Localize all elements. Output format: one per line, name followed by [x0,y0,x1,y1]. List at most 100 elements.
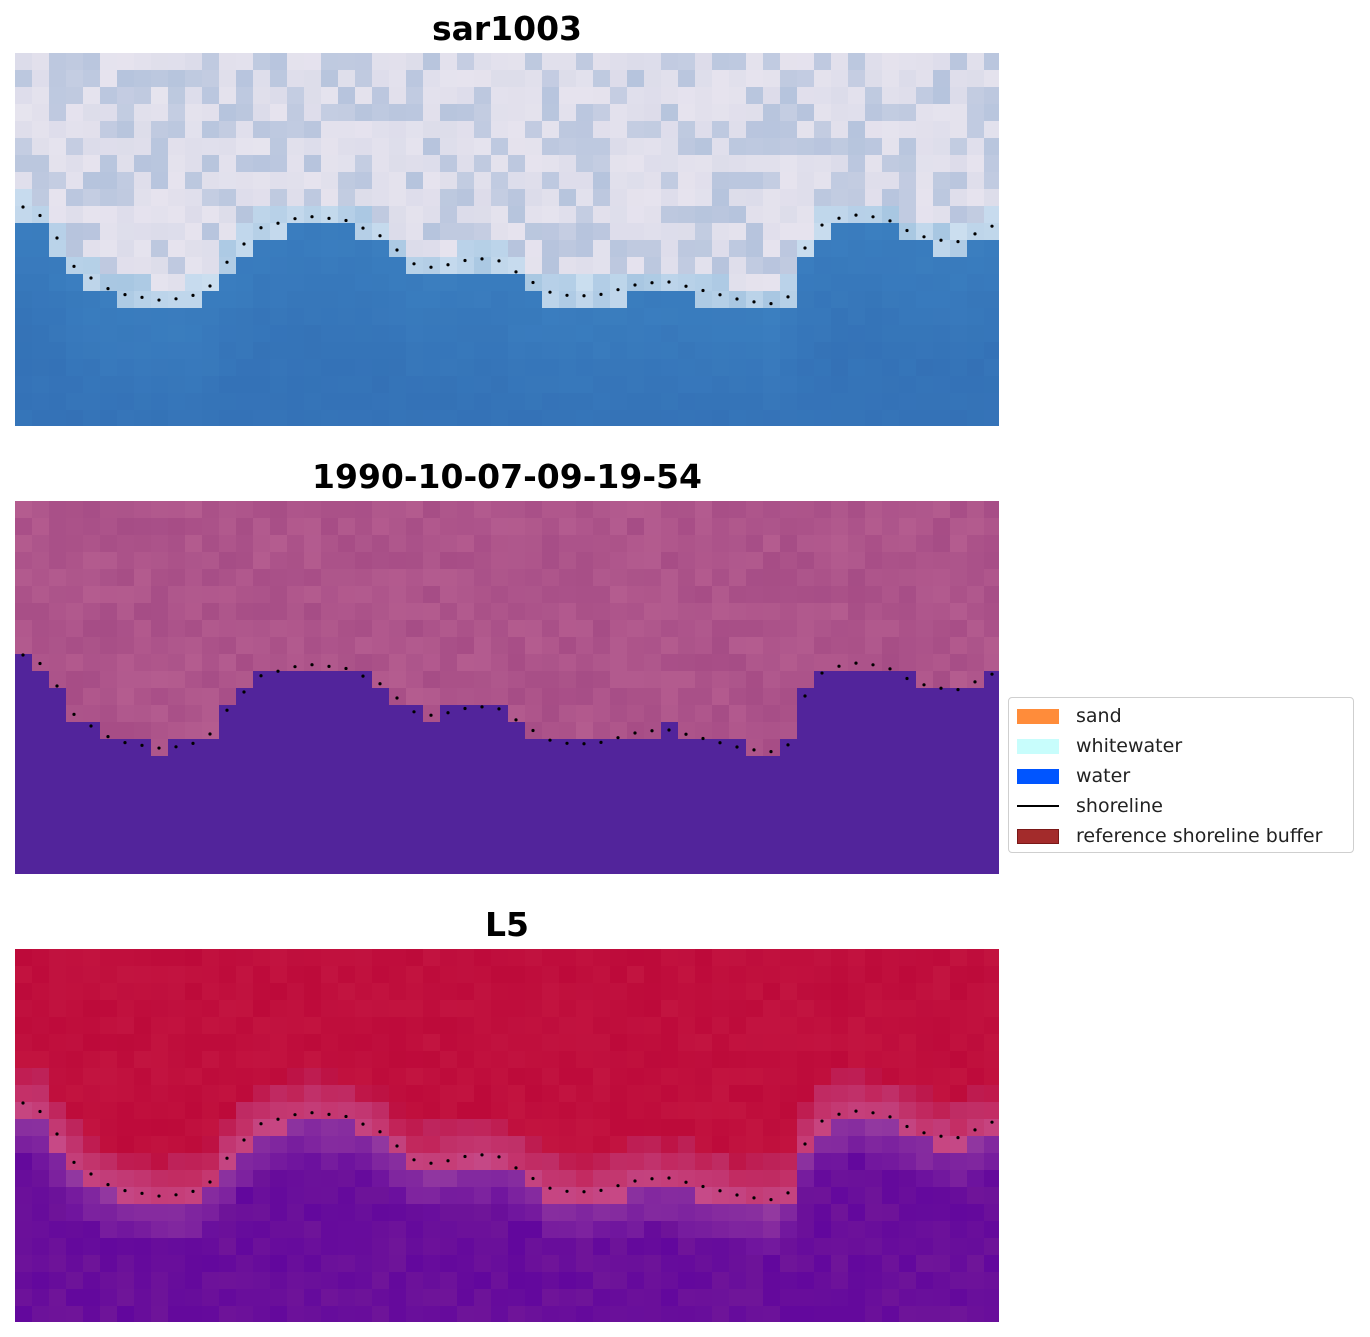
image-pixel [457,552,475,570]
image-pixel [440,790,458,808]
image-pixel [627,53,645,71]
image-pixel [270,1153,288,1171]
image-pixel [831,1085,849,1103]
image-pixel [542,325,560,343]
image-pixel [627,552,645,570]
image-pixel [780,966,798,984]
image-pixel [372,155,390,173]
image-pixel [933,376,951,394]
image-pixel [219,291,237,309]
image-pixel [933,620,951,638]
image-pixel [627,983,645,1001]
image-pixel [338,1000,356,1018]
image-pixel [100,308,118,326]
image-pixel [593,1238,611,1256]
image-pixel [542,790,560,808]
image-pixel [389,291,407,309]
image-pixel [916,535,934,553]
image-pixel [304,325,322,343]
image-pixel [338,223,356,241]
image-pixel [253,359,271,377]
image-pixel [644,1051,662,1069]
image-pixel [100,1034,118,1052]
image-pixel [253,1068,271,1086]
image-pixel [168,966,186,984]
image-pixel [117,1153,135,1171]
image-pixel [933,603,951,621]
image-pixel [644,376,662,394]
image-pixel [219,569,237,587]
image-pixel [287,359,305,377]
image-pixel [474,172,492,190]
image-pixel [831,586,849,604]
image-pixel [678,325,696,343]
image-pixel [49,1085,67,1103]
image-pixel [66,1289,84,1307]
image-pixel [491,376,509,394]
image-pixel [950,70,968,88]
image-pixel [916,756,934,774]
image-pixel [151,359,169,377]
image-pixel [627,949,645,967]
image-pixel [627,291,645,309]
image-pixel [372,1000,390,1018]
image-pixel [134,240,152,258]
image-pixel [661,308,679,326]
image-pixel [678,1017,696,1035]
image-pixel [100,1051,118,1069]
image-pixel [15,1255,33,1273]
image-pixel [644,1068,662,1086]
image-pixel [593,1306,611,1322]
image-pixel [627,257,645,275]
image-pixel [712,1051,730,1069]
image-pixel [712,807,730,825]
image-pixel [661,966,679,984]
image-pixel [984,569,999,587]
image-pixel [780,1170,798,1188]
image-pixel [661,223,679,241]
image-pixel [525,138,543,156]
image-pixel [967,569,985,587]
shoreline-point [769,302,773,306]
image-pixel [610,1136,628,1154]
image-pixel [355,949,373,967]
image-pixel [100,1136,118,1154]
image-pixel [406,858,424,874]
image-pixel [780,410,798,426]
image-pixel [865,1289,883,1307]
image-pixel [831,1068,849,1086]
image-pixel [474,1238,492,1256]
image-pixel [525,1204,543,1222]
image-pixel [253,552,271,570]
image-pixel [950,756,968,774]
image-pixel [66,1238,84,1256]
image-pixel [32,1289,50,1307]
image-pixel [508,1204,526,1222]
image-pixel [916,104,934,122]
image-pixel [967,240,985,258]
image-pixel [49,1034,67,1052]
image-pixel [355,603,373,621]
image-pixel [202,688,220,706]
image-pixel [423,393,441,411]
image-pixel [797,70,815,88]
image-pixel [287,688,305,706]
image-pixel [49,223,67,241]
image-pixel [610,671,628,689]
image-pixel [338,206,356,224]
image-pixel [882,1170,900,1188]
image-pixel [440,1000,458,1018]
image-pixel [134,671,152,689]
image-pixel [49,1017,67,1035]
image-pixel [542,824,560,842]
image-pixel [848,1000,866,1018]
shoreline-point [140,295,144,299]
image-pixel [763,824,781,842]
image-pixel [508,240,526,258]
image-pixel [355,858,373,874]
image-pixel [168,121,186,139]
image-pixel [644,172,662,190]
image-pixel [933,949,951,967]
image-pixel [797,308,815,326]
image-pixel [882,223,900,241]
